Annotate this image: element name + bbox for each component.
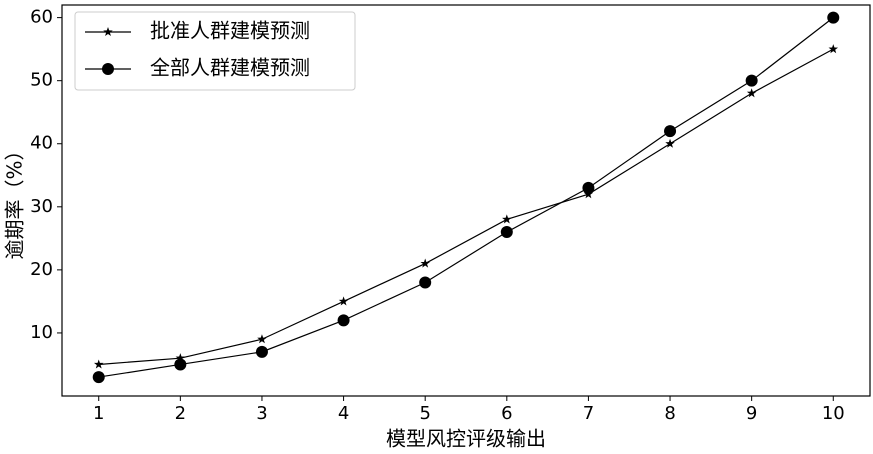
- legend-label: 批准人群建模预测: [150, 19, 310, 43]
- y-tick-label: 10: [30, 322, 53, 343]
- legend-marker: [102, 63, 114, 75]
- y-axis-label: 逾期率（%）: [3, 140, 27, 259]
- marker-circle: [255, 345, 268, 358]
- marker-star: [175, 353, 186, 363]
- x-axis-label: 模型风控评级输出: [386, 427, 546, 451]
- y-tick-label: 40: [30, 133, 53, 154]
- x-tick-label: 3: [256, 403, 267, 424]
- x-tick-label: 7: [583, 403, 594, 424]
- plot-frame: [61, 4, 871, 397]
- y-tick-label: 30: [30, 196, 53, 217]
- marker-circle: [337, 314, 350, 327]
- marker-star: [746, 88, 757, 98]
- marker-star: [828, 44, 839, 54]
- marker-circle: [500, 226, 513, 239]
- x-tick-label: 4: [338, 403, 349, 424]
- marker-circle: [419, 276, 432, 289]
- marker-star: [665, 138, 675, 148]
- marker-star: [257, 334, 267, 344]
- series-line: [98, 48, 834, 366]
- marker-circle: [745, 74, 758, 87]
- legend-label: 全部人群建模预测: [150, 56, 310, 80]
- marker-circle: [92, 371, 105, 384]
- x-tick-label: 5: [419, 403, 430, 424]
- x-tick-label: 9: [746, 403, 757, 424]
- marker-star: [502, 214, 512, 224]
- y-tick-label: 20: [30, 259, 53, 280]
- marker-circle: [582, 181, 595, 194]
- marker-star: [338, 296, 349, 306]
- legend-marker: [103, 27, 113, 37]
- marker-circle: [827, 11, 840, 24]
- marker-circle: [664, 125, 677, 138]
- x-tick-label: 6: [501, 403, 512, 424]
- y-tick-label: 60: [30, 7, 53, 28]
- x-tick-label: 10: [822, 403, 845, 424]
- marker-star: [420, 258, 430, 268]
- x-tick-label: 8: [664, 403, 675, 424]
- marker-circle: [174, 358, 187, 371]
- x-tick-label: 2: [175, 403, 186, 424]
- series-line: [98, 17, 834, 378]
- legend-box: [74, 11, 356, 91]
- x-tick-label: 1: [93, 403, 104, 424]
- y-tick-label: 50: [30, 70, 53, 91]
- marker-star: [93, 359, 104, 369]
